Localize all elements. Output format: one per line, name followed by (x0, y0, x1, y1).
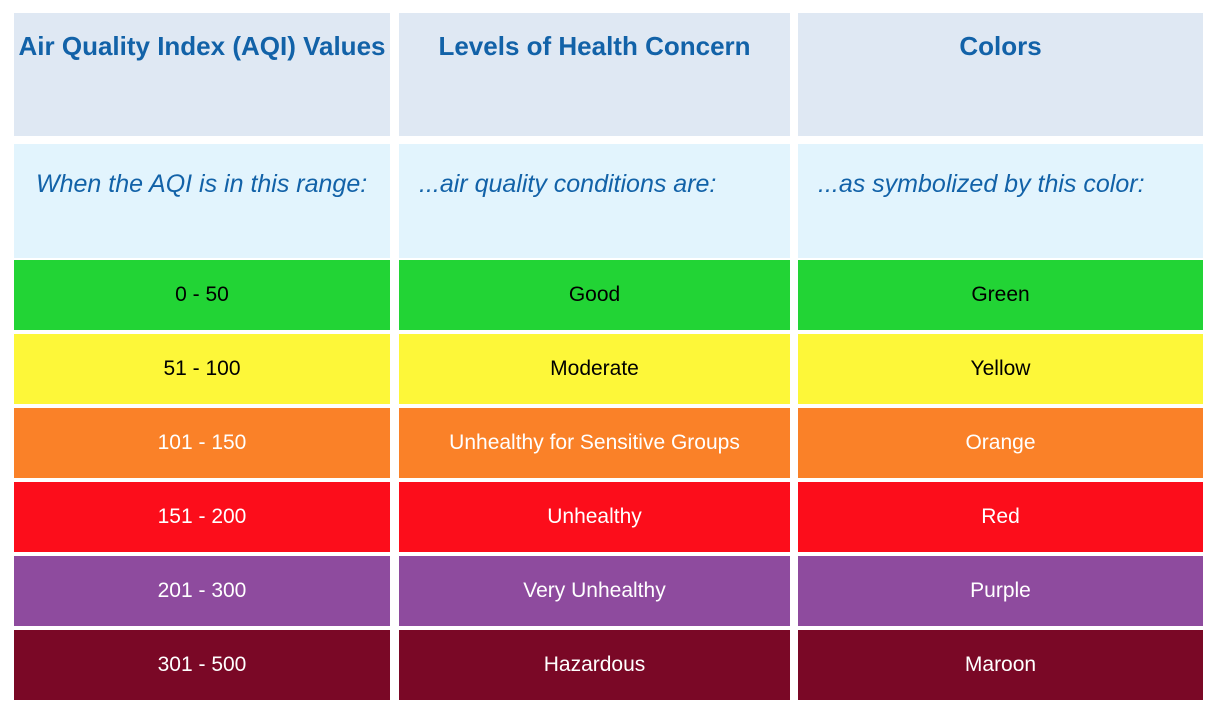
cell-health-level-label: Good (568, 283, 621, 307)
cell-color-name: Yellow (798, 334, 1203, 404)
cell-aqi-range: 151 - 200 (14, 482, 390, 552)
cell-color-name-label: Orange (965, 431, 1036, 455)
cell-health-level: Moderate (399, 334, 790, 404)
cell-color-name-label: Maroon (964, 653, 1037, 677)
column-header-colors: Colors (798, 13, 1203, 136)
cell-health-level-label: Unhealthy (547, 505, 642, 529)
cell-color-name: Purple (798, 556, 1203, 626)
cell-health-level-label: Moderate (550, 357, 639, 381)
cell-health-level: Unhealthy for Sensitive Groups (399, 408, 790, 478)
subheader-aqi-range: When the AQI is in this range: (14, 144, 390, 258)
cell-aqi-range: 0 - 50 (14, 260, 390, 330)
cell-health-level-label: Unhealthy for Sensitive Groups (449, 431, 740, 455)
subheader-air-quality-conditions: ...air quality conditions are: (399, 144, 790, 258)
cell-color-name-label: Yellow (970, 357, 1031, 381)
subheader-air-quality-conditions-label: ...air quality conditions are: (419, 170, 717, 198)
cell-health-level-label: Very Unhealthy (523, 579, 666, 603)
table-subheader-row: When the AQI is in this range: ...air qu… (14, 144, 1203, 258)
cell-aqi-range: 51 - 100 (14, 334, 390, 404)
cell-color-name: Orange (798, 408, 1203, 478)
cell-color-name: Green (798, 260, 1203, 330)
subheader-symbolizing-color-label: ...as symbolized by this color: (818, 170, 1145, 198)
cell-aqi-range-label: 151 - 200 (157, 505, 247, 529)
column-header-aqi-values: Air Quality Index (AQI) Values (14, 13, 390, 136)
table-row: 201 - 300 Very Unhealthy Purple (14, 556, 1203, 626)
cell-aqi-range-label: 301 - 500 (157, 653, 247, 677)
cell-color-name: Red (798, 482, 1203, 552)
cell-color-name: Maroon (798, 630, 1203, 700)
cell-color-name-label: Red (981, 505, 1020, 529)
subheader-symbolizing-color: ...as symbolized by this color: (798, 144, 1203, 258)
cell-health-level: Good (399, 260, 790, 330)
cell-aqi-range-label: 51 - 100 (163, 357, 241, 381)
cell-aqi-range-label: 201 - 300 (157, 579, 247, 603)
column-header-colors-label: Colors (959, 31, 1042, 61)
table-row: 101 - 150 Unhealthy for Sensitive Groups O… (14, 408, 1203, 478)
cell-health-level: Very Unhealthy (399, 556, 790, 626)
table-body: 0 - 50 Good Green 51 - 100 Moderate Yellow 101… (14, 258, 1203, 700)
subheader-aqi-range-label: When the AQI is in this range: (36, 170, 368, 198)
cell-aqi-range: 301 - 500 (14, 630, 390, 700)
column-header-levels-of-health-concern-label: Levels of Health Concern (438, 31, 751, 61)
table-row: 151 - 200 Unhealthy Red (14, 482, 1203, 552)
cell-aqi-range-label: 101 - 150 (157, 431, 247, 455)
cell-aqi-range: 201 - 300 (14, 556, 390, 626)
cell-color-name-label: Green (971, 283, 1030, 307)
table-header-row: Air Quality Index (AQI) Values Levels of… (14, 13, 1203, 136)
cell-aqi-range-label: 0 - 50 (175, 283, 229, 307)
table-row: 301 - 500 Hazardous Maroon (14, 630, 1203, 700)
column-header-aqi-values-label: Air Quality Index (AQI) Values (18, 31, 386, 61)
cell-health-level-label: Hazardous (543, 653, 646, 677)
table-row: 0 - 50 Good Green (14, 260, 1203, 330)
cell-color-name-label: Purple (970, 579, 1031, 603)
cell-aqi-range: 101 - 150 (14, 408, 390, 478)
cell-health-level: Hazardous (399, 630, 790, 700)
table-row: 51 - 100 Moderate Yellow (14, 334, 1203, 404)
column-header-levels-of-health-concern: Levels of Health Concern (399, 13, 790, 136)
cell-health-level: Unhealthy (399, 482, 790, 552)
